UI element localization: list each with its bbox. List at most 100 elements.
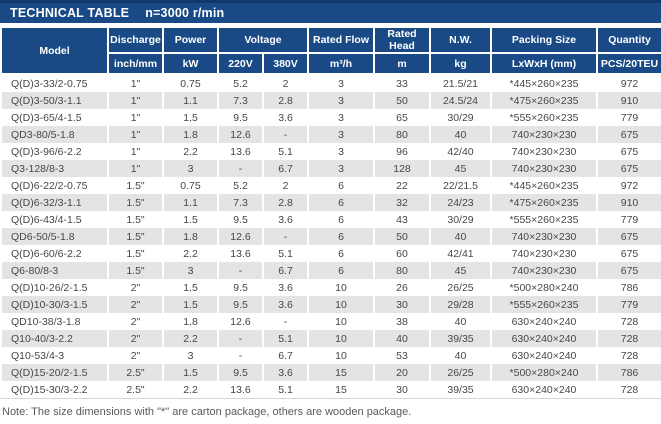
- cell-packing-size: *555×260×235: [490, 296, 598, 313]
- col-header-power: Power: [162, 26, 219, 54]
- cell-rated-head: 38: [373, 313, 431, 330]
- cell-voltage-220v: 7.3: [217, 194, 264, 211]
- cell-power: 2.2: [162, 381, 219, 398]
- cell-rated-flow: 3: [307, 92, 375, 109]
- cell-rated-flow: 6: [307, 228, 375, 245]
- cell-voltage-380v: 3.6: [262, 364, 309, 381]
- cell-packing-size: *500×280×240: [490, 279, 598, 296]
- table-row: Q(D)10-26/2-1.5 2" 1.5 9.5 3.6 10 26 26/25 *500×…: [0, 279, 661, 296]
- cell-power: 1.5: [162, 279, 219, 296]
- cell-rated-head: 50: [373, 92, 431, 109]
- cell-rated-head: 20: [373, 364, 431, 381]
- cell-rated-flow: 10: [307, 279, 375, 296]
- cell-voltage-380v: 5.1: [262, 381, 309, 398]
- cell-discharge: 2.5": [107, 364, 164, 381]
- cell-model: Q(D)6-43/4-1.5: [0, 211, 109, 228]
- cell-voltage-380v: 5.1: [262, 143, 309, 160]
- table-row: Q(D)3-33/2-0.75 1" 0.75 5.2 2 3 33 21.5/21 *445×…: [0, 74, 661, 92]
- footnote: Note: The size dimensions with "*" are c…: [2, 406, 412, 418]
- cell-quantity: 675: [596, 262, 661, 279]
- cell-rated-flow: 3: [307, 143, 375, 160]
- cell-nw: 29/28: [429, 296, 492, 313]
- cell-packing-size: *475×260×235: [490, 92, 598, 109]
- cell-voltage-220v: 5.2: [217, 74, 264, 92]
- cell-nw: 40: [429, 347, 492, 364]
- table-row: Q(D)3-96/6-2.2 1" 2.2 13.6 5.1 3 96 42/40 740×23…: [0, 143, 661, 160]
- cell-nw: 24/23: [429, 194, 492, 211]
- cell-voltage-220v: 12.6: [217, 126, 264, 143]
- cell-discharge: 1": [107, 160, 164, 177]
- table-row: Q(D)3-50/3-1.1 1" 1.1 7.3 2.8 3 50 24.5/24 *475×…: [0, 92, 661, 109]
- cell-rated-flow: 6: [307, 194, 375, 211]
- cell-voltage-380v: 3.6: [262, 296, 309, 313]
- cell-model: Q10-40/3-2.2: [0, 330, 109, 347]
- cell-model: Q(D)3-96/6-2.2: [0, 143, 109, 160]
- cell-voltage-380v: 2: [262, 74, 309, 92]
- cell-rated-flow: 10: [307, 313, 375, 330]
- cell-nw: 45: [429, 160, 492, 177]
- cell-power: 0.75: [162, 177, 219, 194]
- cell-packing-size: 740×230×230: [490, 126, 598, 143]
- cell-voltage-220v: 9.5: [217, 279, 264, 296]
- cell-nw: 22/21.5: [429, 177, 492, 194]
- cell-rated-head: 33: [373, 74, 431, 92]
- cell-power: 2.2: [162, 245, 219, 262]
- cell-rated-head: 96: [373, 143, 431, 160]
- page-title: TECHNICAL TABLE: [10, 6, 130, 20]
- cell-quantity: 675: [596, 126, 661, 143]
- col-unit-packing-size: LxWxH (mm): [490, 52, 598, 75]
- cell-packing-size: *445×260×235: [490, 177, 598, 194]
- cell-power: 1.5: [162, 364, 219, 381]
- cell-power: 1.8: [162, 313, 219, 330]
- cell-power: 3: [162, 347, 219, 364]
- technical-table: Model Discharge Power Voltage Rated Flow…: [0, 26, 661, 398]
- cell-discharge: 2": [107, 347, 164, 364]
- cell-rated-flow: 15: [307, 364, 375, 381]
- cell-packing-size: *555×260×235: [490, 109, 598, 126]
- cell-nw: 21.5/21: [429, 74, 492, 92]
- cell-nw: 26/25: [429, 364, 492, 381]
- cell-quantity: 728: [596, 330, 661, 347]
- cell-quantity: 728: [596, 381, 661, 398]
- col-unit-discharge: inch/mm: [107, 52, 164, 75]
- table-row: Q10-40/3-2.2 2" 2.2-5.1 10 40 39/35 630×240×24…: [0, 330, 661, 347]
- cell-quantity: 675: [596, 228, 661, 245]
- cell-packing-size: *555×260×235: [490, 211, 598, 228]
- cell-discharge: 2": [107, 296, 164, 313]
- cell-voltage-380v: 5.1: [262, 330, 309, 347]
- cell-model: Q6-80/8-3: [0, 262, 109, 279]
- cell-discharge: 2": [107, 330, 164, 347]
- cell-voltage-380v: 6.7: [262, 160, 309, 177]
- cell-nw: 40: [429, 313, 492, 330]
- cell-packing-size: 630×240×240: [490, 381, 598, 398]
- cell-voltage-220v: 13.6: [217, 381, 264, 398]
- cell-packing-size: 740×230×230: [490, 228, 598, 245]
- cell-voltage-220v: 12.6: [217, 313, 264, 330]
- cell-rated-flow: 3: [307, 126, 375, 143]
- cell-power: 1.5: [162, 211, 219, 228]
- cell-voltage-380v: 6.7: [262, 262, 309, 279]
- cell-nw: 39/35: [429, 381, 492, 398]
- cell-voltage-380v: -: [262, 313, 309, 330]
- cell-model: Q(D)10-30/3-1.5: [0, 296, 109, 313]
- cell-rated-head: 30: [373, 296, 431, 313]
- title-speed: n=3000 r/min: [145, 6, 225, 20]
- table-row: Q(D)3-65/4-1.5 1" 1.5 9.5 3.6 3 65 30/29 *555×26…: [0, 109, 661, 126]
- cell-power: 1.1: [162, 92, 219, 109]
- cell-packing-size: *475×260×235: [490, 194, 598, 211]
- cell-voltage-220v: -: [217, 262, 264, 279]
- cell-rated-head: 40: [373, 330, 431, 347]
- col-unit-rated-flow: m³/h: [307, 52, 375, 75]
- cell-model: QD3-80/5-1.8: [0, 126, 109, 143]
- cell-quantity: 972: [596, 177, 661, 194]
- cell-voltage-380v: 3.6: [262, 279, 309, 296]
- cell-quantity: 779: [596, 296, 661, 313]
- cell-rated-head: 50: [373, 228, 431, 245]
- cell-model: Q(D)15-30/3-2.2: [0, 381, 109, 398]
- cell-rated-head: 26: [373, 279, 431, 296]
- cell-packing-size: 630×240×240: [490, 330, 598, 347]
- cell-rated-head: 80: [373, 126, 431, 143]
- cell-rated-flow: 6: [307, 245, 375, 262]
- cell-nw: 30/29: [429, 109, 492, 126]
- table-row: Q(D)15-30/3-2.2 2.5" 2.2 13.6 5.1 15 30 39/35 63…: [0, 381, 661, 398]
